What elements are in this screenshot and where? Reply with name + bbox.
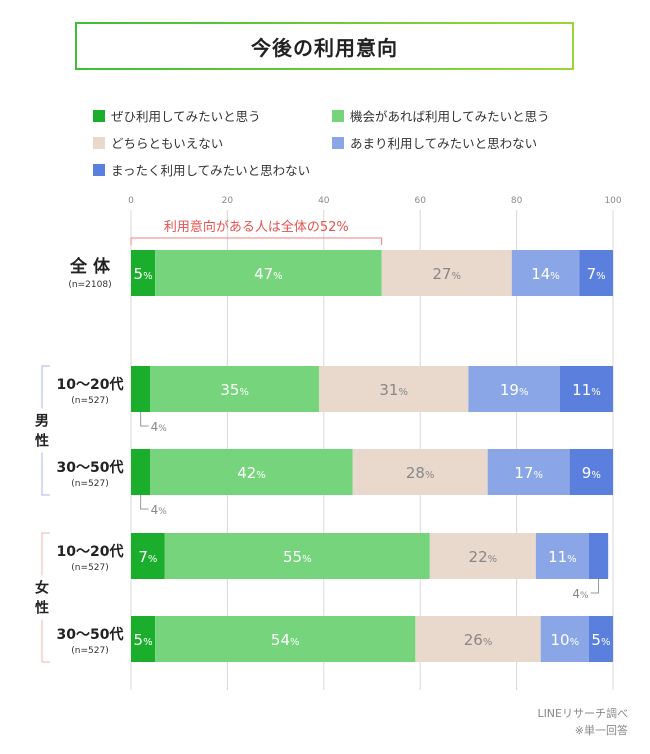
bar-r4-s4 [588,616,613,662]
bar-r0-s1 [155,250,382,296]
group-label-1-1: 性 [35,600,49,617]
value-label-r0-s2: 27% [432,265,461,283]
bar-r2-s1 [150,449,353,495]
bar-r0-s4 [579,250,613,296]
legend-swatch-4 [332,136,344,149]
group-label-bg-0 [30,408,54,453]
row-label-2: 30〜50代 [57,459,124,476]
bar-r2-s0 [131,449,151,495]
bar-r4-s1 [155,616,416,662]
x-tick-label-100: 100 [604,196,621,206]
value-label-r0-s1: 47% [254,265,283,283]
legend-swatch-1 [93,109,105,122]
bar-r2-s4 [569,449,613,495]
value-label-r1-s4: 11% [572,381,601,399]
value-label-r4-s2: 26% [464,631,493,649]
value-label-r3-s3: 11% [548,548,577,566]
value-label-r3-s1: 55% [283,548,312,566]
bar-r4-s0 [131,616,156,662]
chart-title: 今後の利用意向 [251,35,398,60]
callout-line-r1 [140,412,149,427]
x-tick-label-0: 0 [128,196,134,206]
annotation-bracket [130,237,383,245]
value-label-r0-s0: 5% [134,265,153,283]
bar-r2-s3 [487,449,570,495]
row-label-0: 全 体 [69,256,111,277]
value-label-r4-s0: 5% [134,631,153,649]
legend-label-2: 機会があれば利用してみたいと思う [350,109,550,124]
annotation-text: 利用意向がある人は全体の52% [164,219,349,235]
x-tick-label-40: 40 [318,196,330,206]
callout-line-r2 [140,495,149,510]
callout-line-r3 [590,579,600,594]
bar-r1-s0 [131,366,151,412]
value-label-r2-s4: 9% [582,464,601,482]
row-label-3: 10〜20代 [57,543,124,560]
row-label-1: 10〜20代 [57,376,124,393]
legend-label-1: ぜひ利用してみたいと思う [111,109,261,124]
value-label-r3-s0: 7% [138,548,157,566]
legend-item-1: ぜひ利用してみたいと思う [93,106,261,125]
value-label-r0-s4: 7% [587,265,606,283]
group-label-1-0: 女 [35,580,49,597]
value-label-r2-s3: 17% [514,464,543,482]
legend-label-5: まったく利用してみたいと思わない [111,163,311,178]
bar-r4-s2 [415,616,541,662]
value-label-r1-s3: 19% [500,381,529,399]
bar-r3-s1 [164,533,430,579]
row-n-0: (n=2108) [68,280,111,290]
bar-r1-s3 [468,366,560,412]
x-tick-label-60: 60 [414,196,426,206]
row-n-3: (n=527) [71,563,108,573]
bar-r3-s0 [131,533,165,579]
row-n-2: (n=527) [71,479,108,489]
bar-r0-s3 [511,250,580,296]
legend-item-3: どちらともいえない [93,133,223,152]
bar-r1-s1 [150,366,319,412]
callout-label-r1: 4% [151,420,168,434]
source-text: LINEリサーチ調べ [537,707,628,720]
chart-title-box: 今後の利用意向 [75,22,574,70]
legend-item-4: あまり利用してみたいと思わない [332,133,537,152]
value-label-r4-s4: 5% [591,631,610,649]
callout-label-r2: 4% [151,503,168,517]
value-label-r4-s3: 10% [550,631,579,649]
value-label-r4-s1: 54% [271,631,300,649]
value-label-r0-s3: 14% [531,265,560,283]
row-label-4: 30〜50代 [57,626,124,643]
bar-r3-s2 [429,533,536,579]
bar-r3-s4 [588,533,609,579]
bar-r0-s2 [381,250,512,296]
bar-r2-s2 [352,449,488,495]
legend-swatch-3 [93,136,105,149]
legend-swatch-5 [93,163,105,176]
row-n-4: (n=527) [71,646,108,656]
callout-label-r3: 4% [572,587,589,601]
value-label-r1-s2: 31% [379,381,408,399]
value-label-r3-s2: 22% [469,548,498,566]
legend-swatch-2 [332,109,344,122]
value-label-r2-s1: 42% [237,464,266,482]
x-tick-label-20: 20 [222,196,234,206]
row-n-1: (n=527) [71,396,108,406]
bar-r4-s3 [540,616,589,662]
note-text: ※単一回答 [574,724,628,737]
bar-r1-s2 [318,366,469,412]
group-label-0-0: 男 [35,414,49,430]
group-label-bg-1 [30,575,54,620]
bar-r0-s0 [131,250,156,296]
value-label-r2-s2: 28% [406,464,435,482]
legend-item-5: まったく利用してみたいと思わない [93,160,310,179]
group-label-0-1: 性 [35,433,49,450]
x-tick-label-80: 80 [511,196,523,206]
legend-label-4: あまり利用してみたいと思わない [350,136,538,151]
legend-item-2: 機会があれば利用してみたいと思う [332,106,550,125]
bar-r1-s4 [559,366,613,412]
bar-r3-s3 [535,533,589,579]
legend-label-3: どちらともいえない [111,136,224,151]
value-label-r1-s1: 35% [220,381,249,399]
